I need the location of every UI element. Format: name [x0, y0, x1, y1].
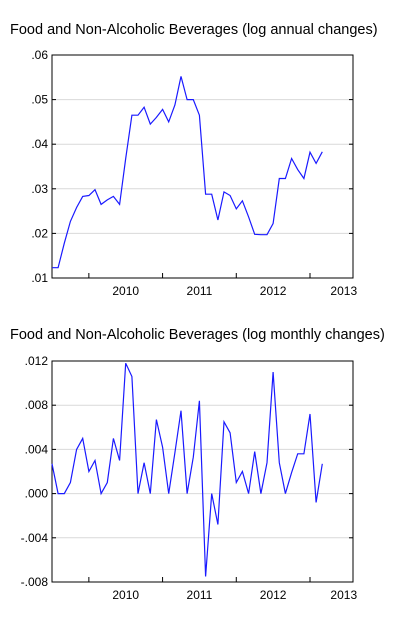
- y-tick-label: .06: [31, 48, 48, 62]
- y-tick-label: -.004: [21, 531, 49, 545]
- x-tick-label: 2010: [112, 588, 139, 602]
- y-tick-label: .008: [25, 398, 49, 412]
- series-line-annual: [52, 76, 323, 269]
- plot-frame: [51, 54, 354, 279]
- y-tick-label: .012: [25, 354, 49, 368]
- y-tick-label: .04: [31, 137, 48, 151]
- x-tick-label: 2013: [330, 284, 357, 298]
- x-tick-label: 2012: [260, 284, 287, 298]
- chart-title-monthly: Food and Non-Alcoholic Beverages (log mo…: [10, 327, 385, 343]
- y-tick-label: .05: [31, 93, 48, 107]
- x-tick-label: 2010: [112, 284, 139, 298]
- y-tick-label: .000: [25, 487, 49, 501]
- chart-title-annual: Food and Non-Alcoholic Beverages (log an…: [10, 22, 378, 38]
- x-tick-label: 2012: [260, 588, 287, 602]
- y-tick-label: -.008: [21, 575, 49, 589]
- y-tick-label: .03: [31, 182, 48, 196]
- series-line-monthly: [51, 362, 323, 577]
- x-tick-label: 2013: [330, 588, 357, 602]
- y-tick-label: .01: [31, 271, 48, 285]
- x-tick-label: 2011: [187, 284, 213, 298]
- y-tick-label: .004: [25, 442, 49, 456]
- plot-frame: [51, 360, 354, 583]
- y-tick-label: .02: [31, 226, 48, 240]
- x-tick-label: 2011: [187, 588, 213, 602]
